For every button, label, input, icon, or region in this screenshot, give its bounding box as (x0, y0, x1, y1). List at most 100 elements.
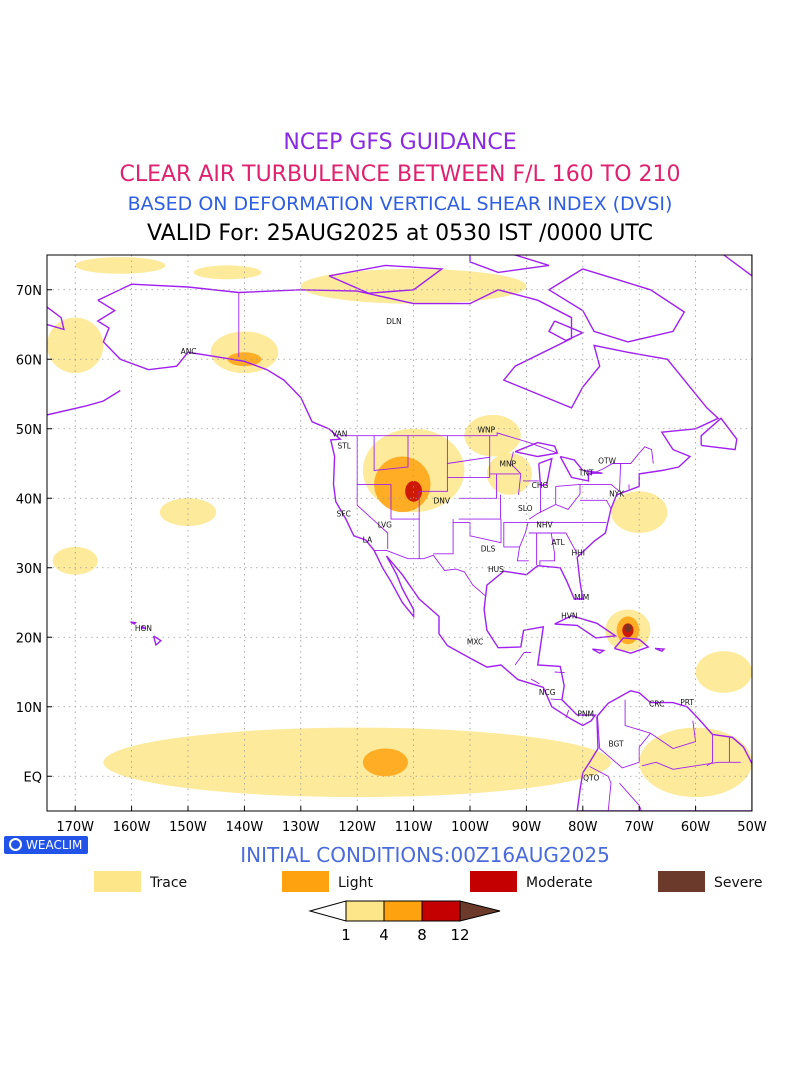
lake-michigan-outline (538, 457, 553, 487)
lat-tick-label: 40N (16, 492, 42, 507)
title-line-2: CLEAR AIR TURBULENCE BETWEEN F/L 160 TO … (119, 162, 681, 187)
border-line (503, 546, 529, 562)
station-label: ATL (551, 538, 565, 547)
legend-label-severe: Severe (714, 875, 763, 891)
lon-tick-label: 60W (681, 820, 711, 835)
lat-tick-label: 60N (16, 353, 42, 368)
map-frame (46, 254, 753, 812)
border-line (528, 484, 581, 520)
station-label: PRT (680, 698, 694, 707)
border-line (641, 761, 741, 770)
station-label: DNV (434, 496, 451, 505)
station-label: HON (135, 624, 152, 633)
colorbar-tick-3: 8 (417, 926, 427, 944)
border-line (597, 699, 652, 769)
turbulence-light-area (227, 352, 262, 367)
legend-label-moderate: Moderate (526, 875, 593, 891)
coastline-outline (592, 648, 606, 655)
legend-label-trace: Trace (150, 875, 188, 891)
border-line (706, 734, 713, 767)
lon-tick-label: 160W (113, 820, 151, 835)
border-line (458, 494, 501, 520)
station-label: VAN (332, 430, 347, 439)
lat-tick-label: EQ (24, 770, 42, 785)
coastline-outline (47, 306, 65, 331)
logo-ring-icon (9, 838, 22, 851)
turbulence-moderate-area (405, 480, 423, 502)
station-label: LVG (378, 521, 392, 530)
colorbar-tick-2: 4 (379, 926, 389, 944)
colorbar-tick-1: 1 (341, 926, 351, 944)
station-label: BGT (609, 740, 625, 749)
station-label: DLS (481, 544, 496, 553)
lon-tick-label: 90W (512, 820, 542, 835)
border-line (433, 519, 454, 555)
legend-swatch-trace (94, 871, 141, 892)
border-line (554, 671, 565, 674)
coastline-outline (469, 255, 550, 274)
legend-swatch-severe (658, 871, 705, 892)
station-label: WNP (478, 425, 496, 434)
station-label: MIM (574, 593, 589, 602)
title-line-3: BASED ON DEFORMATION VERTICAL SHEAR INDE… (127, 193, 673, 215)
lon-tick-label: 100W (451, 820, 489, 835)
border-line (650, 720, 697, 749)
title-line-1: NCEP GFS GUIDANCE (283, 130, 517, 155)
station-label: SLO (518, 504, 533, 513)
turbulence-trace-area (47, 317, 104, 374)
coastline-outline (130, 621, 137, 625)
map-background (47, 255, 752, 811)
weaclim-logo: WEACLIM (4, 836, 88, 854)
coastline-outline (141, 625, 147, 629)
station-label: MNP (499, 460, 516, 469)
colorbar-segment-2 (383, 900, 423, 922)
turbulence-trace-area (611, 491, 668, 533)
colorbar: 1 4 8 12 (308, 900, 501, 944)
station-label: HHI (572, 548, 586, 557)
lon-tick-label: 50W (737, 820, 767, 835)
turbulence-light-area (362, 748, 408, 777)
station-label: SFC (337, 510, 351, 519)
border-line (565, 710, 570, 719)
coastline-outline (548, 320, 585, 342)
title-line-4: VALID For: 25AUG2025 at 0530 IST /0000 U… (147, 221, 653, 246)
graticule (47, 255, 752, 811)
coastline-outline (547, 268, 686, 343)
border-line (458, 473, 520, 499)
coastline-outline (47, 389, 121, 416)
station-label: PNM (577, 710, 594, 719)
coastline-outline (554, 614, 618, 639)
lat-tick-label: 50N (16, 423, 42, 438)
coastline-outline (152, 635, 163, 647)
station-labels: ANC DLN VAN STL WNP MNP OTW TNT CHG NYK DNV SFC SLO L… (135, 317, 695, 783)
station-label: LA (363, 535, 373, 544)
axis-labels: 70N 60N 50N 40N 30N 20N 10N EQ 170W 160W 150W 140W 1… (16, 284, 767, 835)
border-line (374, 549, 487, 597)
colorbar-over-arrow (459, 900, 501, 922)
border-line (555, 483, 581, 487)
border-line (356, 484, 389, 549)
legend-swatch-light (282, 871, 329, 892)
border-line (589, 766, 612, 811)
colorbar-under-arrow (308, 900, 347, 922)
station-label: HVN (561, 612, 577, 621)
lon-tick-label: 150W (169, 820, 207, 835)
lon-tick-label: 110W (395, 820, 433, 835)
turbulence-trace-area (300, 268, 527, 304)
turbulence-trace-area (75, 257, 166, 274)
lat-tick-label: 30N (16, 562, 42, 577)
border-line (536, 532, 556, 566)
station-label: HUS (488, 565, 504, 574)
turbulence-trace-area (193, 265, 262, 280)
lat-tick-label: 10N (16, 701, 42, 716)
station-label: NCG (539, 688, 556, 697)
colorbar-tick-4: 12 (450, 926, 469, 944)
border-line (588, 446, 654, 476)
lakes-huron-erie-outline (559, 455, 603, 482)
lon-tick-label: 120W (338, 820, 376, 835)
station-label: NHV (536, 521, 553, 530)
station-label: OTW (598, 457, 616, 466)
station-label: QTO (583, 774, 599, 783)
lon-tick-label: 70W (624, 820, 654, 835)
